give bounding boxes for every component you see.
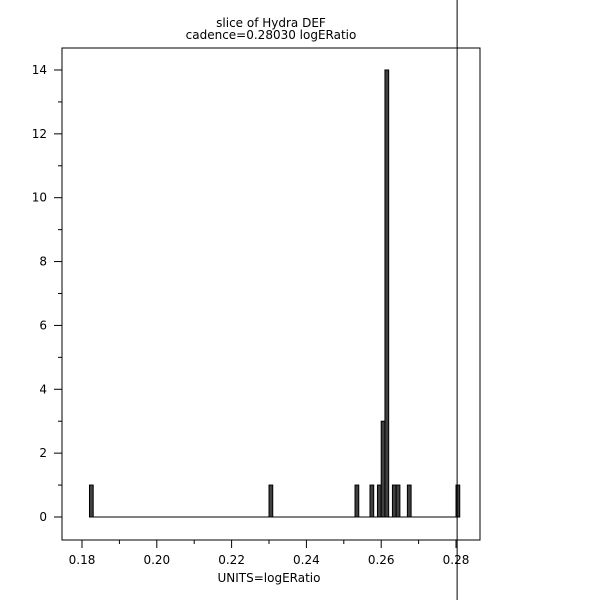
chart-subtitle: cadence=0.28030 logERatio [186, 28, 357, 42]
x-axis-label: UNITS=logERatio [218, 571, 321, 585]
histogram-bar [268, 484, 274, 518]
histogram-bar [88, 484, 94, 518]
x-tick-label: 0.18 [69, 553, 96, 567]
y-tick-label: 14 [32, 63, 47, 77]
x-tick-label: 0.24 [293, 553, 320, 567]
x-tick-label: 0.22 [218, 553, 245, 567]
plot-frame [61, 47, 481, 541]
x-tick-label: 0.26 [368, 553, 395, 567]
histogram-bar [406, 484, 412, 518]
y-tick-label: 12 [32, 127, 47, 141]
histogram-bar [395, 484, 401, 518]
histogram-bar [455, 484, 461, 518]
histogram-bar [354, 484, 360, 518]
y-tick-label: 8 [39, 255, 47, 269]
histogram-bar [384, 69, 390, 518]
histogram-bar [369, 484, 375, 518]
y-tick-label: 0 [39, 510, 47, 524]
y-tick-label: 10 [32, 191, 47, 205]
y-tick-label: 4 [39, 382, 47, 396]
histogram-bar [380, 420, 386, 518]
x-tick-label: 0.28 [443, 553, 470, 567]
histogram-bar [376, 484, 382, 518]
chart-title: slice of Hydra DEF [216, 16, 326, 30]
x-tick-label: 0.20 [143, 553, 170, 567]
histogram-bar [391, 484, 397, 518]
y-tick-label: 2 [39, 446, 47, 460]
y-tick-label: 6 [39, 318, 47, 332]
